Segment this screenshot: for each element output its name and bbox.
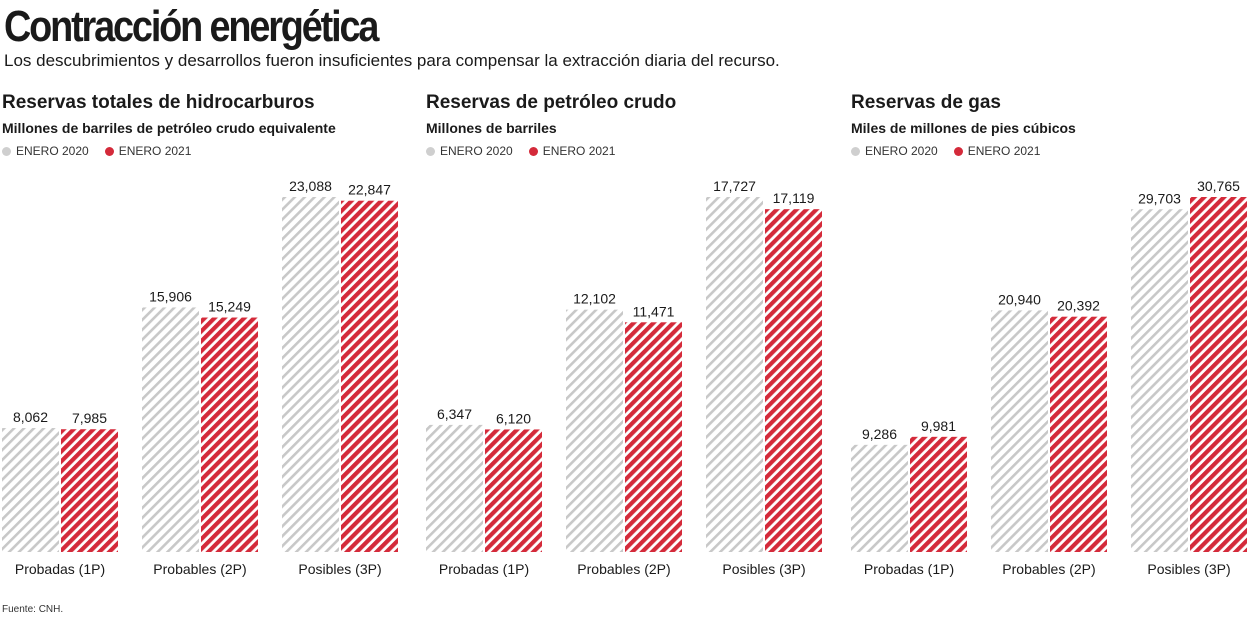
bar-value-label: 7,985 [72,410,107,426]
legend-item-2020: ENERO 2020 [426,144,513,158]
bar-value-label: 6,347 [437,406,472,422]
bar-2021 [1190,197,1247,552]
bar-value-label: 20,392 [1057,298,1100,314]
legend-item-2021: ENERO 2021 [528,144,616,158]
bar-2020 [851,444,908,552]
bar-value-label: 22,847 [348,182,391,198]
bar-chart: 6,347 6,120 Probadas (1P) 12,102 11,471 Proba… [426,178,822,577]
bar-2020 [991,310,1048,552]
bar-2021 [61,429,118,552]
bar-chart: 8,062 7,985 Probadas (1P) 15,906 15,249 Proba… [2,178,398,577]
bar-value-label: 17,119 [773,190,815,206]
legend-dot-2021 [528,146,538,156]
category-label: Posibles (3P) [1147,561,1230,577]
chart-panel-petroleo: Reservas de petróleo crudo Millones de b… [426,92,836,592]
legend-dot-2020 [2,146,11,156]
bar-2020 [426,424,483,552]
category-label: Posibles (3P) [722,561,805,577]
bar-2021 [201,317,258,552]
bar-2020 [142,307,199,552]
legend-label: ENERO 2020 [865,144,938,158]
legend-dot-2021 [104,146,114,156]
chart-title: Reservas de gas [851,92,1001,113]
bar-value-label: 12,102 [573,291,616,307]
chart-unit: Millones de barriles de petróleo crudo e… [2,120,336,136]
bar-chart: 9,286 9,981 Probadas (1P) 20,940 20,392 Proba… [851,178,1247,577]
bar-value-label: 30,765 [1197,178,1240,194]
chart-title: Reservas totales de hidrocarburos [2,92,315,113]
legend-item-2021: ENERO 2021 [104,144,192,158]
legend-dot-2021 [953,146,963,156]
bar-value-label: 20,940 [998,291,1041,307]
chart-title: Reservas de petróleo crudo [426,92,677,113]
category-label: Probadas (1P) [439,561,529,577]
legend-label: ENERO 2021 [118,144,192,158]
bar-value-label: 9,286 [862,426,897,442]
bar-2021 [485,429,542,552]
chart-legend: ENERO 2020 ENERO 2021 [2,144,191,158]
legend-dot-2020 [426,146,435,156]
bar-value-label: 11,471 [633,303,675,319]
legend-dot-2020 [851,146,860,156]
chart-panel-gas: Reservas de gas Miles de millones de pie… [851,92,1247,592]
bar-value-label: 8,062 [13,409,48,425]
bar-value-label: 23,088 [289,178,332,194]
bar-2020 [2,428,59,552]
chart-panel-hidrocarburos: Reservas totales de hidrocarburos Millon… [2,92,412,592]
chart-unit: Miles de millones de pies cúbicos [851,120,1076,136]
bar-value-label: 15,249 [208,299,251,315]
bar-2020 [706,197,763,552]
legend-label: ENERO 2021 [542,144,616,158]
legend-label: ENERO 2020 [16,144,89,158]
category-label: Probables (2P) [153,561,246,577]
chart-legend: ENERO 2020 ENERO 2021 [851,144,1040,158]
legend-label: ENERO 2021 [967,144,1041,158]
category-label: Probadas (1P) [864,561,954,577]
category-label: Posibles (3P) [298,561,381,577]
legend-item-2020: ENERO 2020 [2,144,89,158]
bar-2021 [765,209,822,552]
legend-item-2020: ENERO 2020 [851,144,938,158]
bar-2021 [910,436,967,552]
legend-item-2021: ENERO 2021 [953,144,1041,158]
bar-2020 [1131,209,1188,552]
bar-value-label: 29,703 [1138,190,1181,206]
bar-2021 [625,322,682,552]
bar-2021 [341,200,398,552]
chart-legend: ENERO 2020 ENERO 2021 [426,144,615,158]
bar-value-label: 17,727 [713,178,756,194]
bar-2021 [1050,316,1107,552]
category-label: Probables (2P) [577,561,670,577]
legend-label: ENERO 2020 [440,144,513,158]
bar-value-label: 6,120 [496,410,531,426]
source-note: Fuente: CNH. [2,604,64,615]
chart-unit: Millones de barriles [426,120,557,136]
page-title: Contracción energética [4,2,379,51]
bar-value-label: 9,981 [921,418,956,434]
bar-2020 [566,309,623,552]
category-label: Probables (2P) [1002,561,1095,577]
bar-value-label: 15,906 [149,288,192,304]
bar-2020 [282,197,339,552]
category-label: Probadas (1P) [15,561,105,577]
page-subtitle: Los descubrimientos y desarrollos fueron… [4,51,780,70]
